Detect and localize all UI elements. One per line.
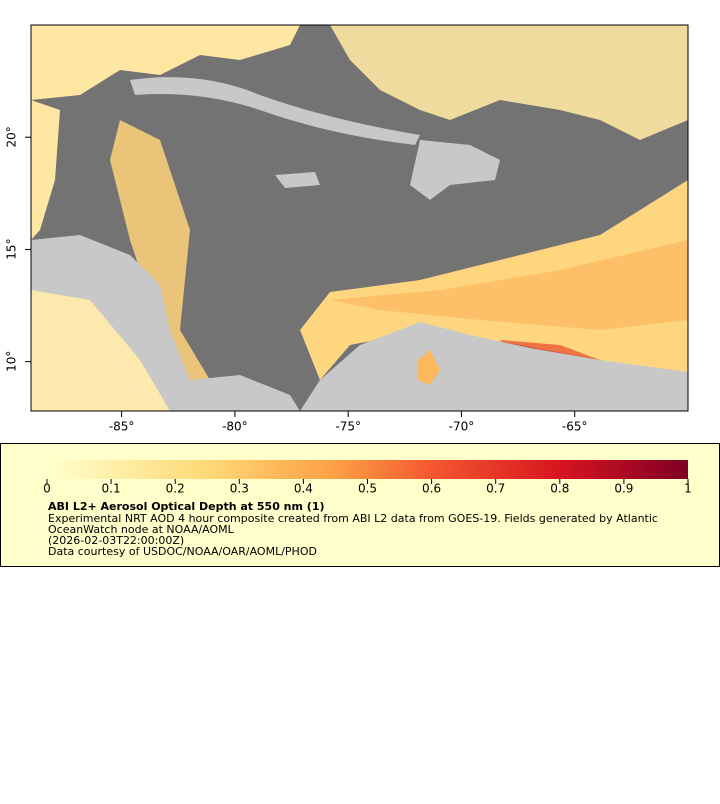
haze	[300, 180, 688, 380]
haze	[418, 350, 440, 385]
legend-title: ABI L2+ Aerosol Optical Depth at 550 nm …	[48, 500, 325, 513]
colorbar	[47, 460, 688, 479]
haze	[110, 120, 210, 380]
colorbar-tick-label: 0.6	[422, 482, 441, 496]
legend-line: Experimental NRT AOD 4 hour composite cr…	[48, 512, 658, 525]
haze	[330, 25, 688, 140]
haze	[31, 100, 60, 240]
colorbar-tick-label: 0.8	[550, 482, 569, 496]
y-tick-label: 20°	[5, 126, 19, 147]
colorbar-tick-label: 0.5	[358, 482, 377, 496]
haze	[31, 290, 170, 411]
jamaica	[275, 172, 320, 188]
south-america	[300, 322, 688, 411]
haze-high	[330, 240, 688, 330]
colorbar-tick-label: 0.2	[166, 482, 185, 496]
map	[31, 25, 688, 411]
x-tick-label: -75°	[335, 420, 361, 434]
y-tick-label: 15°	[5, 238, 19, 259]
colorbar-tick-label: 1	[684, 482, 692, 496]
colorbar-tick-label: 0.9	[614, 482, 633, 496]
map-frame	[30, 24, 689, 412]
x-tick-label: -65°	[562, 420, 588, 434]
haze	[31, 25, 300, 100]
x-tick-label: -80°	[222, 420, 248, 434]
x-tick-label: -85°	[109, 420, 135, 434]
y-tick-label: 10°	[5, 351, 19, 372]
colorbar-tick-label: 0.3	[230, 482, 249, 496]
x-tick-label: -70°	[449, 420, 475, 434]
colorbar-tick-label: 0.7	[486, 482, 505, 496]
legend-line: (2026-02-03T22:00:00Z)	[48, 534, 184, 547]
colorbar-ticks: 0 0.1 0.2 0.3 0.4 0.5 0.6 0.7 0.8 0.9 1	[43, 479, 692, 496]
legend-line: Data courtesy of USDOC/NOAA/OAR/AOML/PHO…	[48, 545, 317, 558]
hispaniola	[410, 140, 500, 200]
colorbar-tick-label: 0.1	[102, 482, 121, 496]
axes: -85° -80° -75° -70° -65° 10° 15° 20°	[5, 126, 588, 433]
colorbar-tick-label: 0.4	[294, 482, 313, 496]
cuba	[130, 77, 420, 145]
legend-line: OceanWatch node at NOAA/AOML	[48, 523, 235, 536]
colorbar-tick-label: 0	[43, 482, 51, 496]
